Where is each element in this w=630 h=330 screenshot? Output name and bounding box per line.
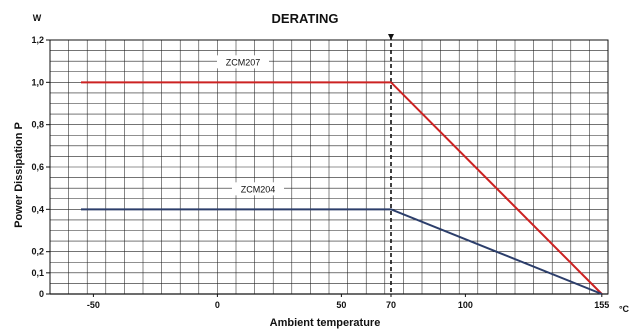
- y-tick-label: 0,1: [31, 268, 44, 278]
- y-tick-label: 0,2: [31, 247, 44, 257]
- y-tick-label: 0,8: [31, 120, 44, 130]
- series-line: [81, 208, 603, 295]
- reference-line-arrow: [388, 34, 394, 40]
- x-tick-label: 100: [458, 300, 473, 310]
- series-label: ZCM207: [226, 57, 261, 67]
- series-label-background: [217, 55, 269, 69]
- y-tick-label: 0,4: [31, 204, 44, 214]
- series-label: ZCM204: [241, 184, 276, 194]
- y-tick-label: 0: [39, 289, 44, 299]
- series-group: ZCM207 ZCM204: [81, 34, 603, 295]
- x-tick-label: 0: [215, 300, 220, 310]
- y-tick-label: 0,6: [31, 162, 44, 172]
- x-tick-label: 155: [594, 300, 609, 310]
- x-unit-label: °C: [619, 304, 630, 314]
- x-tick-label: 70: [386, 300, 396, 310]
- y-axis-label: Power Dissipation P: [13, 122, 25, 228]
- series-label-background: [232, 182, 284, 196]
- y-unit-label: W: [33, 13, 42, 23]
- chart-title: DERATING: [272, 11, 339, 26]
- series-line: [81, 81, 603, 295]
- x-tick-label: -50: [87, 300, 100, 310]
- grid: [49, 39, 609, 295]
- y-tick-label: 1,2: [31, 35, 44, 45]
- y-tick-label: 1,0: [31, 77, 44, 87]
- x-tick-label: 50: [336, 300, 346, 310]
- x-axis-label: Ambient temperature: [270, 317, 381, 329]
- tick-labels: 0 0,1 0,2 0,4 0,6 0,8 1,0 1,2 -50 0 50 70 100 155: [31, 35, 609, 310]
